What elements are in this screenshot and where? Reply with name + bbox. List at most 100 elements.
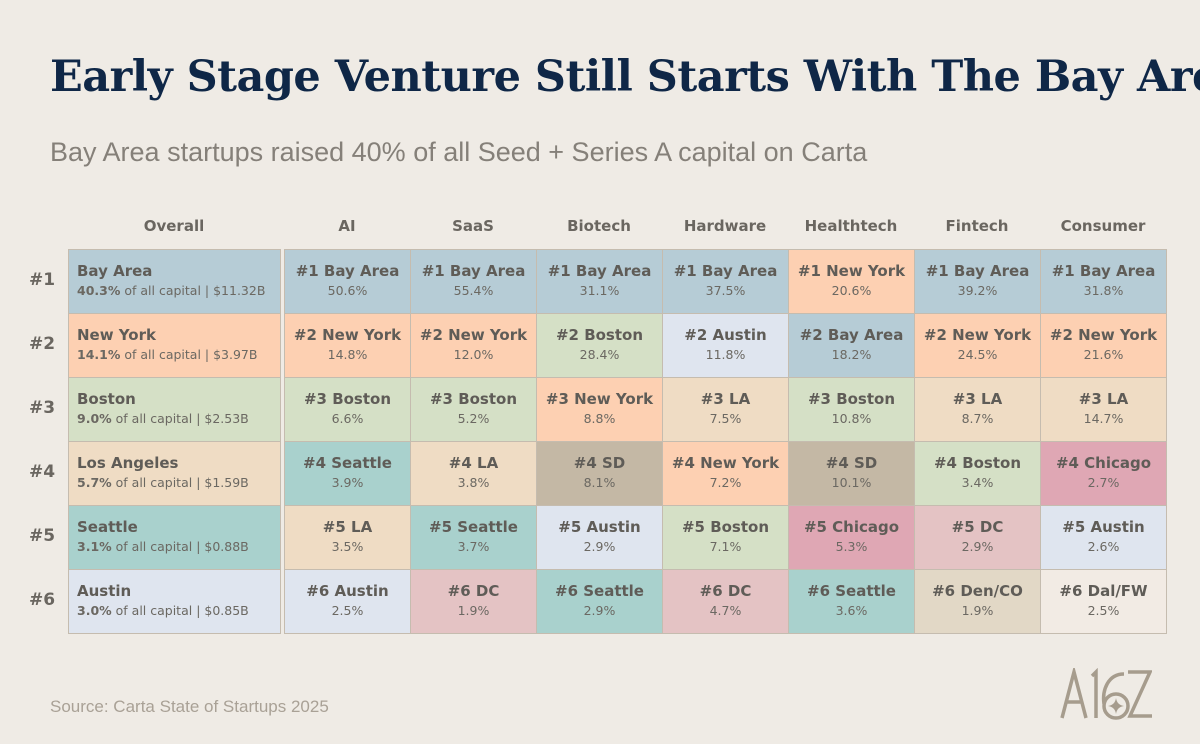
- cell-city-label: #1 New York: [797, 262, 906, 280]
- cell-pct: 18.2%: [831, 347, 872, 362]
- cell-pct: 11.8%: [705, 347, 746, 362]
- column-header-overall: Overall: [143, 217, 205, 235]
- overall-city: Austin: [77, 582, 132, 600]
- overall-cell: Seattle 3.1% of all capital | $0.88B: [68, 505, 281, 570]
- cell-city-label: #3 New York: [545, 390, 654, 408]
- cell-pct: 21.6%: [1083, 347, 1124, 362]
- overall-detail: 14.1% of all capital | $3.97B: [77, 347, 272, 362]
- cell-pct: 2.5%: [331, 603, 364, 618]
- category-cell: #6 Austin 2.5%: [284, 569, 411, 634]
- overall-detail: 40.3% of all capital | $11.32B: [77, 283, 272, 298]
- overall-city: Boston: [77, 390, 136, 408]
- page-subtitle: Bay Area startups raised 40% of all Seed…: [50, 137, 868, 167]
- category-cell: #3 LA 7.5%: [662, 377, 789, 442]
- cell-city-label: #3 LA: [1078, 390, 1129, 408]
- category-cell: #1 Bay Area 37.5%: [662, 249, 789, 314]
- category-cell: #4 SD 10.1%: [788, 441, 915, 506]
- cell-pct: 8.1%: [583, 475, 616, 490]
- column-header-saas: SaaS: [452, 217, 494, 235]
- cell-city-label: #2 New York: [923, 326, 1032, 344]
- overall-city: New York: [77, 326, 156, 344]
- cell-city-label: #2 Boston: [555, 326, 644, 344]
- cell-city-label: #1 Bay Area: [295, 262, 400, 280]
- category-cell: #3 New York 8.8%: [536, 377, 663, 442]
- cell-city-label: #6 Austin: [306, 582, 389, 600]
- overall-pct: 14.1%: [77, 347, 121, 362]
- cell-city-label: #4 New York: [671, 454, 780, 472]
- category-cell: #6 Dal/FW 2.5%: [1040, 569, 1167, 634]
- cell-city-label: #1 Bay Area: [1051, 262, 1156, 280]
- cell-pct: 3.7%: [457, 539, 490, 554]
- cell-city-label: #4 LA: [448, 454, 499, 472]
- cell-pct: 12.0%: [453, 347, 494, 362]
- overall-suffix: of all capital | $0.85B: [111, 603, 249, 618]
- cell-pct: 10.8%: [831, 411, 872, 426]
- cell-pct: 1.9%: [457, 603, 490, 618]
- cell-city-label: #2 Austin: [684, 326, 767, 344]
- overall-pct: 3.0%: [77, 603, 112, 618]
- category-cell: #1 Bay Area 50.6%: [284, 249, 411, 314]
- category-cell: #2 Boston 28.4%: [536, 313, 663, 378]
- cell-pct: 10.1%: [831, 475, 872, 490]
- cell-pct: 24.5%: [957, 347, 998, 362]
- cell-city-label: #3 LA: [700, 390, 751, 408]
- rank-label: #2: [28, 334, 56, 354]
- column-header-hardware: Hardware: [683, 217, 767, 235]
- category-cell: #1 Bay Area 31.1%: [536, 249, 663, 314]
- cell-pct: 8.7%: [961, 411, 994, 426]
- cell-pct: 2.5%: [1087, 603, 1120, 618]
- category-cell: #1 New York 20.6%: [788, 249, 915, 314]
- cell-pct: 7.2%: [709, 475, 742, 490]
- cell-pct: 7.1%: [709, 539, 742, 554]
- cell-city-label: #5 Austin: [1062, 518, 1145, 536]
- overall-city: Bay Area: [77, 262, 153, 280]
- cell-city-label: #4 Seattle: [303, 454, 392, 472]
- cell-city-label: #1 Bay Area: [547, 262, 652, 280]
- category-cell: #4 SD 8.1%: [536, 441, 663, 506]
- category-cell: #2 New York 21.6%: [1040, 313, 1167, 378]
- overall-suffix: of all capital | $11.32B: [120, 283, 266, 298]
- cell-pct: 6.6%: [331, 411, 364, 426]
- cell-pct: 20.6%: [831, 283, 872, 298]
- category-cell: #6 Den/CO 1.9%: [914, 569, 1041, 634]
- cell-pct: 3.8%: [457, 475, 490, 490]
- cell-city-label: #3 LA: [952, 390, 1003, 408]
- cell-city-label: #4 Boston: [933, 454, 1022, 472]
- category-cell: #3 LA 8.7%: [914, 377, 1041, 442]
- cell-city-label: #3 Boston: [303, 390, 392, 408]
- cell-pct: 37.5%: [705, 283, 746, 298]
- cell-city-label: #6 DC: [447, 582, 500, 600]
- rank-label: #4: [28, 462, 56, 482]
- cell-pct: 3.6%: [835, 603, 868, 618]
- cell-pct: 2.6%: [1087, 539, 1120, 554]
- category-cell: #4 LA 3.8%: [410, 441, 537, 506]
- category-cell: #5 Austin 2.9%: [536, 505, 663, 570]
- page-title: Early Stage Venture Still Starts With Th…: [50, 52, 1200, 102]
- overall-suffix: of all capital | $2.53B: [111, 411, 249, 426]
- source-note: Source: Carta State of Startups 2025: [50, 697, 329, 716]
- cell-pct: 2.9%: [961, 539, 994, 554]
- column-header-biotech: Biotech: [567, 217, 631, 235]
- cell-pct: 8.8%: [583, 411, 616, 426]
- category-cell: #5 Boston 7.1%: [662, 505, 789, 570]
- cell-city-label: #3 Boston: [807, 390, 896, 408]
- cell-pct: 50.6%: [327, 283, 368, 298]
- category-cell: #1 Bay Area 31.8%: [1040, 249, 1167, 314]
- rank-label: #3: [28, 398, 56, 418]
- rank-label: #6: [28, 590, 56, 610]
- cell-city-label: #4 SD: [825, 454, 878, 472]
- cell-city-label: #6 DC: [699, 582, 752, 600]
- overall-pct: 5.7%: [77, 475, 112, 490]
- category-cell: #2 Bay Area 18.2%: [788, 313, 915, 378]
- overall-cell: Los Angeles 5.7% of all capital | $1.59B: [68, 441, 281, 506]
- cell-pct: 2.7%: [1087, 475, 1120, 490]
- overall-detail: 3.1% of all capital | $0.88B: [77, 539, 272, 554]
- category-cell: #2 New York 24.5%: [914, 313, 1041, 378]
- overall-pct: 9.0%: [77, 411, 112, 426]
- cell-city-label: #5 Chicago: [803, 518, 900, 536]
- cell-pct: 28.4%: [579, 347, 620, 362]
- a16z-logo: [1060, 665, 1153, 724]
- overall-cell: Boston 9.0% of all capital | $2.53B: [68, 377, 281, 442]
- cell-city-label: #2 New York: [293, 326, 402, 344]
- cell-pct: 1.9%: [961, 603, 994, 618]
